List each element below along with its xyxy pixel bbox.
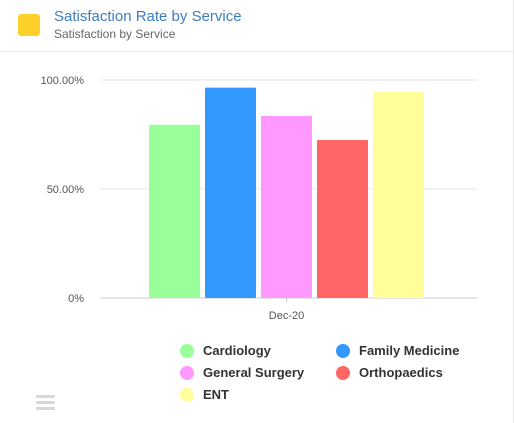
legend-label: ENT [203, 387, 229, 402]
chart-legend: Cardiology Family Medicine General Surge… [180, 342, 490, 403]
legend-dot-icon [180, 387, 194, 402]
bar-orthopaedics [317, 139, 368, 298]
y-tick-label: 100.00% [41, 75, 85, 87]
bar-chart: 0% 50.00% 100.00% Dec-20 [41, 75, 477, 322]
legend-dot-icon [180, 343, 194, 358]
legend-dot-icon [180, 365, 194, 380]
bar-family-medicine [205, 87, 256, 298]
legend-label: Orthopaedics [359, 365, 443, 380]
hamburger-menu-icon[interactable] [36, 395, 55, 410]
x-tick-label: Dec-20 [269, 310, 304, 322]
square-icon [18, 14, 40, 36]
legend-item-ent[interactable]: ENT [180, 386, 336, 403]
legend-dot-icon [336, 343, 350, 358]
bar-cardiology [149, 124, 200, 298]
y-tick-label: 0% [68, 293, 84, 305]
legend-item-orthopaedics[interactable]: Orthopaedics [336, 364, 486, 381]
legend-item-general-surgery[interactable]: General Surgery [180, 364, 336, 381]
legend-label: General Surgery [203, 365, 305, 380]
legend-item-family-medicine[interactable]: Family Medicine [336, 342, 486, 359]
chart-title: Satisfaction Rate by Service [54, 8, 242, 25]
legend-dot-icon [336, 365, 350, 380]
y-tick-label: 50.00% [47, 184, 85, 196]
legend-label: Family Medicine [359, 343, 460, 358]
legend-item-cardiology[interactable]: Cardiology [180, 342, 336, 359]
chart-header: Satisfaction Rate by Service Satisfactio… [0, 0, 513, 52]
bar-ent [373, 91, 424, 298]
legend-label: Cardiology [203, 343, 271, 358]
bar-general-surgery [261, 115, 312, 298]
chart-subtitle: Satisfaction by Service [54, 27, 176, 41]
